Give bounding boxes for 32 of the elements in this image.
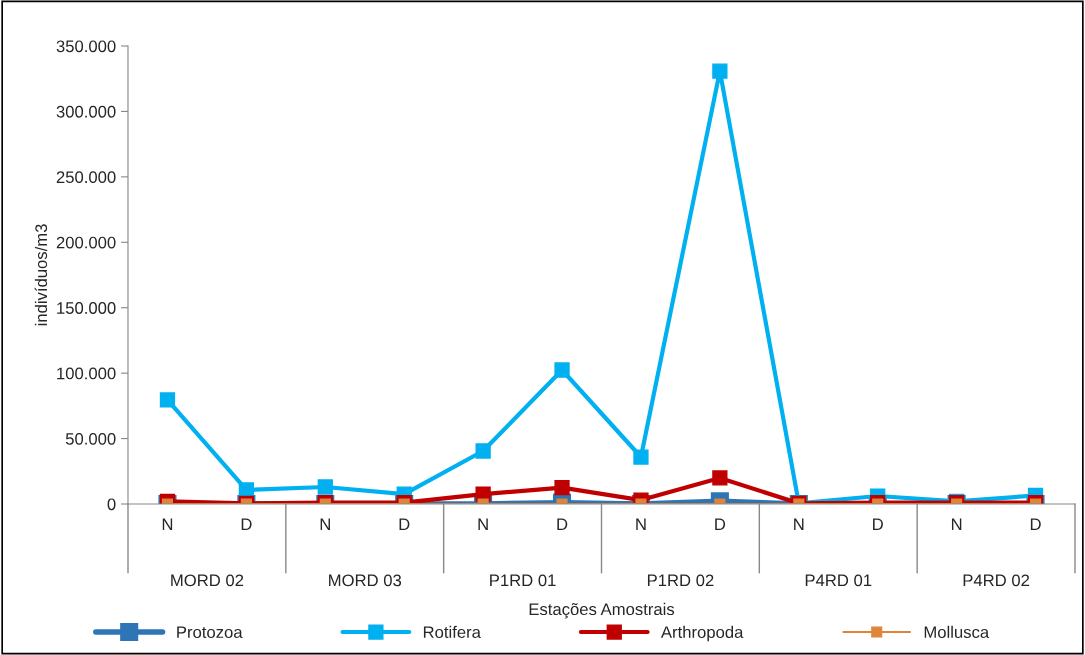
- legend-label: Mollusca: [924, 625, 990, 639]
- y-tick-label: 50.000: [65, 432, 116, 445]
- y-axis-title: indivíduos/m3: [34, 224, 48, 326]
- x-tick-label: D: [557, 518, 568, 530]
- text: P4RD 02: [963, 574, 1030, 587]
- x-tick-label: D: [241, 518, 252, 530]
- y-tick-label: 350.000: [56, 40, 116, 53]
- x-tick-label: N: [951, 518, 962, 530]
- y-tick-label: 150.000: [57, 302, 116, 314]
- text: P1RD 01: [490, 574, 556, 587]
- text: MORD 02: [171, 574, 244, 587]
- x-tick-label: N: [320, 518, 330, 530]
- legend-label: Rotifera: [423, 625, 481, 639]
- text: P1RD 02: [647, 574, 714, 587]
- text: P4RD 01: [805, 574, 872, 587]
- y-tick-label: 300.000: [56, 105, 116, 118]
- y-tick-label: 250.000: [56, 171, 116, 184]
- x-tick-label: N: [794, 518, 804, 530]
- y-tick-label: 0: [107, 498, 116, 511]
- x-tick-label: N: [636, 518, 646, 530]
- text: MORD 03: [329, 574, 402, 587]
- legend-label: Protozoa: [177, 626, 243, 639]
- x-tick-label: D: [399, 518, 410, 530]
- y-tick-label: 200.000: [56, 236, 116, 249]
- legend-label: Arthropoda: [660, 625, 744, 642]
- x-tick-label: D: [873, 518, 883, 530]
- x-tick-label: D: [715, 518, 726, 530]
- y-tick-label: 100.000: [57, 367, 116, 380]
- x-tick-label: N: [478, 518, 488, 530]
- x-axis-title: Estações Amostrais: [529, 602, 675, 619]
- x-tick-label: N: [162, 518, 173, 530]
- x-tick-label: D: [1030, 518, 1041, 530]
